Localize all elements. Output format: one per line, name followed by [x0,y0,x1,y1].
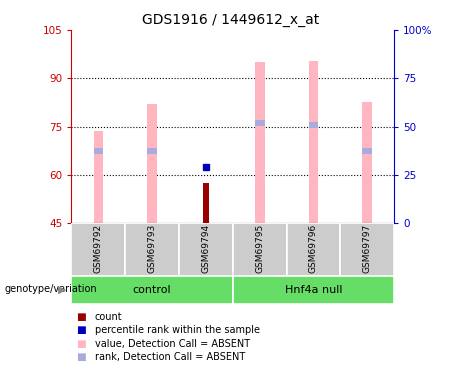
Bar [309,61,318,223]
Bar [148,104,157,223]
Text: control: control [133,285,171,295]
Text: GSM69793: GSM69793 [148,224,157,273]
Text: ▶: ▶ [59,285,67,294]
Bar [202,183,209,223]
Text: GDS1916 / 1449612_x_at: GDS1916 / 1449612_x_at [142,13,319,27]
Bar [125,223,179,276]
Text: ■: ■ [76,352,86,362]
Text: Hnf4a null: Hnf4a null [285,285,342,295]
Bar [179,223,233,276]
Bar [362,102,372,223]
Bar [287,223,340,276]
Bar [233,223,287,276]
Bar [71,276,233,304]
Bar [362,148,372,154]
Bar [71,223,125,276]
Text: genotype/variation: genotype/variation [5,285,97,294]
Text: GSM69796: GSM69796 [309,224,318,273]
Bar [94,131,103,223]
Text: count: count [95,312,122,322]
Bar [309,122,318,128]
Text: percentile rank within the sample: percentile rank within the sample [95,326,260,335]
Bar [233,276,394,304]
Text: value, Detection Call = ABSENT: value, Detection Call = ABSENT [95,339,249,349]
Text: ■: ■ [76,339,86,349]
Bar [255,120,265,126]
Text: GSM69795: GSM69795 [255,224,264,273]
Text: GSM69792: GSM69792 [94,224,103,273]
Bar [148,148,157,154]
Bar [340,223,394,276]
Bar [94,148,103,154]
Text: ■: ■ [76,312,86,322]
Bar [255,62,265,223]
Text: GSM69797: GSM69797 [363,224,372,273]
Text: rank, Detection Call = ABSENT: rank, Detection Call = ABSENT [95,352,245,362]
Text: ■: ■ [76,326,86,335]
Text: GSM69794: GSM69794 [201,224,210,273]
